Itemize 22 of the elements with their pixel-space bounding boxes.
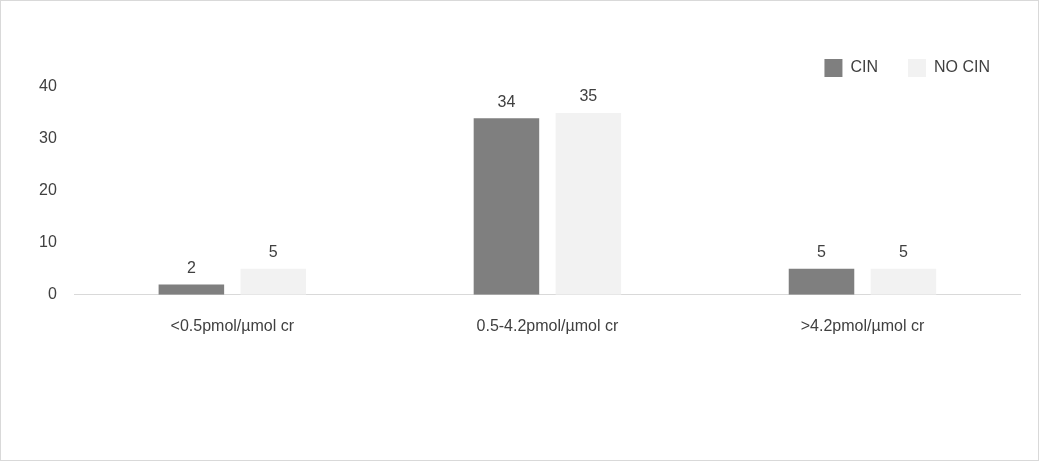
y-tick-label: 20 (39, 181, 57, 199)
x-tick-label: <0.5pmol/µmol cr (170, 316, 295, 334)
y-tick-label: 0 (47, 285, 57, 303)
y-tick-label: 40 (39, 77, 57, 95)
y-tick-label: 30 (39, 129, 57, 147)
bar (555, 112, 622, 295)
bar (473, 118, 540, 295)
data-label: 5 (817, 243, 827, 261)
data-label: 2 (186, 258, 196, 276)
data-label: 5 (898, 243, 908, 261)
legend-label: CIN (850, 58, 879, 76)
x-tick-label: >4.2pmol/µmol cr (800, 316, 925, 334)
data-label: 5 (268, 243, 278, 261)
data-label: 35 (579, 87, 598, 105)
bar (240, 268, 307, 295)
data-label: 34 (497, 92, 516, 110)
y-tick-label: 10 (39, 233, 57, 251)
bar (788, 268, 855, 295)
x-tick-label: 0.5-4.2pmol/µmol cr (476, 316, 619, 334)
bar (870, 268, 937, 295)
bar (158, 284, 225, 295)
legend-label: NO CIN (934, 58, 990, 76)
